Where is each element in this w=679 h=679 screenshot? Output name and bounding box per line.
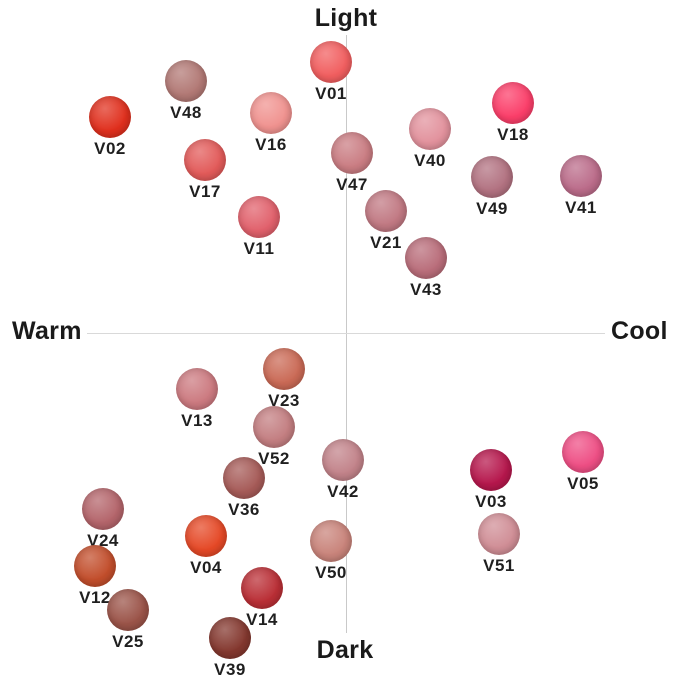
swatch-label: V01 — [315, 84, 347, 103]
axis-label-dark: Dark — [316, 636, 374, 664]
swatch-label: V47 — [336, 175, 368, 194]
swatch-circle — [184, 139, 226, 181]
swatch-label: V18 — [497, 125, 529, 144]
swatch-label: V25 — [112, 632, 144, 651]
swatch-label: V40 — [414, 151, 446, 170]
swatch-circle — [263, 348, 305, 390]
swatch-label: V16 — [255, 135, 287, 154]
swatch-label: V03 — [475, 492, 507, 511]
axis-label-light: Light — [314, 4, 378, 32]
swatch-label: V51 — [483, 556, 515, 575]
swatch-label: V41 — [565, 198, 597, 217]
swatch-circle — [253, 406, 295, 448]
swatch-label: V39 — [214, 660, 246, 679]
swatch-label: V14 — [246, 610, 278, 629]
swatch-circle — [176, 368, 218, 410]
horizontal-axis-line — [87, 333, 605, 334]
swatch-circle — [238, 196, 280, 238]
swatch-label: V36 — [228, 500, 260, 519]
swatch-circle — [562, 431, 604, 473]
swatch-circle — [223, 457, 265, 499]
swatch-circle — [560, 155, 602, 197]
swatch-circle — [107, 589, 149, 631]
swatch-label: V48 — [170, 103, 202, 122]
axis-label-warm: Warm — [12, 317, 82, 345]
swatch-label: V42 — [327, 482, 359, 501]
swatch-label: V43 — [410, 280, 442, 299]
swatch-label: V05 — [567, 474, 599, 493]
swatch-circle — [209, 617, 251, 659]
swatch-circle — [405, 237, 447, 279]
swatch-label: V04 — [190, 558, 222, 577]
swatch-circle — [331, 132, 373, 174]
swatch-label: V02 — [94, 139, 126, 158]
swatch-circle — [310, 41, 352, 83]
swatch-label: V11 — [243, 239, 275, 258]
swatch-label: V12 — [79, 588, 111, 607]
swatch-circle — [409, 108, 451, 150]
swatch-label: V52 — [258, 449, 290, 468]
swatch-circle — [322, 439, 364, 481]
swatch-label: V49 — [476, 199, 508, 218]
swatch-label: V13 — [181, 411, 213, 430]
swatch-circle — [492, 82, 534, 124]
swatch-circle — [165, 60, 207, 102]
swatch-circle — [250, 92, 292, 134]
vertical-axis-line — [346, 35, 347, 633]
swatch-label: V17 — [189, 182, 221, 201]
swatch-circle — [74, 545, 116, 587]
axis-label-cool: Cool — [611, 317, 668, 345]
swatch-circle — [471, 156, 513, 198]
swatch-circle — [478, 513, 520, 555]
swatch-circle — [365, 190, 407, 232]
swatch-circle — [470, 449, 512, 491]
swatch-circle — [82, 488, 124, 530]
swatch-circle — [89, 96, 131, 138]
swatch-circle — [241, 567, 283, 609]
swatch-label: V21 — [370, 233, 402, 252]
swatch-circle — [185, 515, 227, 557]
swatch-label: V23 — [268, 391, 300, 410]
swatch-label: V50 — [315, 563, 347, 582]
swatch-circle — [310, 520, 352, 562]
